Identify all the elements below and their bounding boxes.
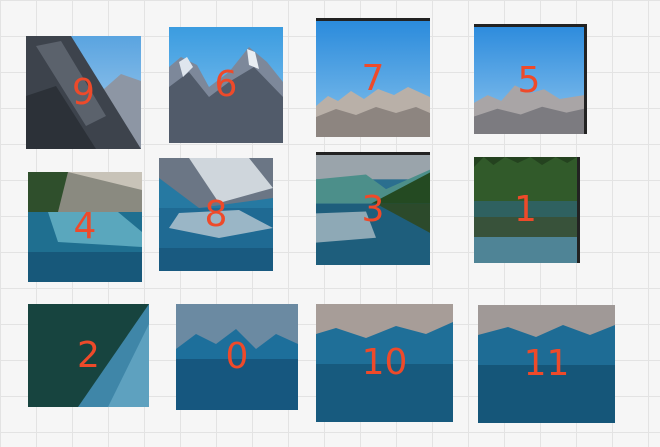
puzzle-tile-1[interactable]: 1 [474,157,580,263]
lake-water-image [316,304,453,422]
puzzle-tile-2[interactable]: 2 [28,304,149,407]
dark-water-image [28,304,149,407]
reflected-peaks-image [176,304,298,410]
sky-ridge-image [474,27,584,134]
puzzle-tile-8[interactable]: 8 [159,158,273,271]
lake-water-image [478,305,615,423]
puzzle-tile-0[interactable]: 0 [176,304,298,410]
lake-shore-image [28,172,142,282]
puzzle-tile-9[interactable]: 9 [26,36,141,149]
puzzle-tile-11[interactable]: 11 [478,305,615,423]
mountain-slope-image [26,36,141,149]
mountain-peaks-image [169,27,283,143]
lake-forest-image [316,155,430,265]
puzzle-tile-6[interactable]: 6 [169,27,283,143]
puzzle-tile-3[interactable]: 3 [316,152,430,265]
forest-reflection-image [474,157,577,263]
puzzle-tile-7[interactable]: 7 [316,18,430,137]
lake-reflection-image [159,158,273,271]
puzzle-tile-5[interactable]: 5 [474,24,587,134]
sky-mountains-image [316,21,430,137]
puzzle-tile-10[interactable]: 10 [316,304,453,422]
puzzle-tile-4[interactable]: 4 [28,172,142,282]
